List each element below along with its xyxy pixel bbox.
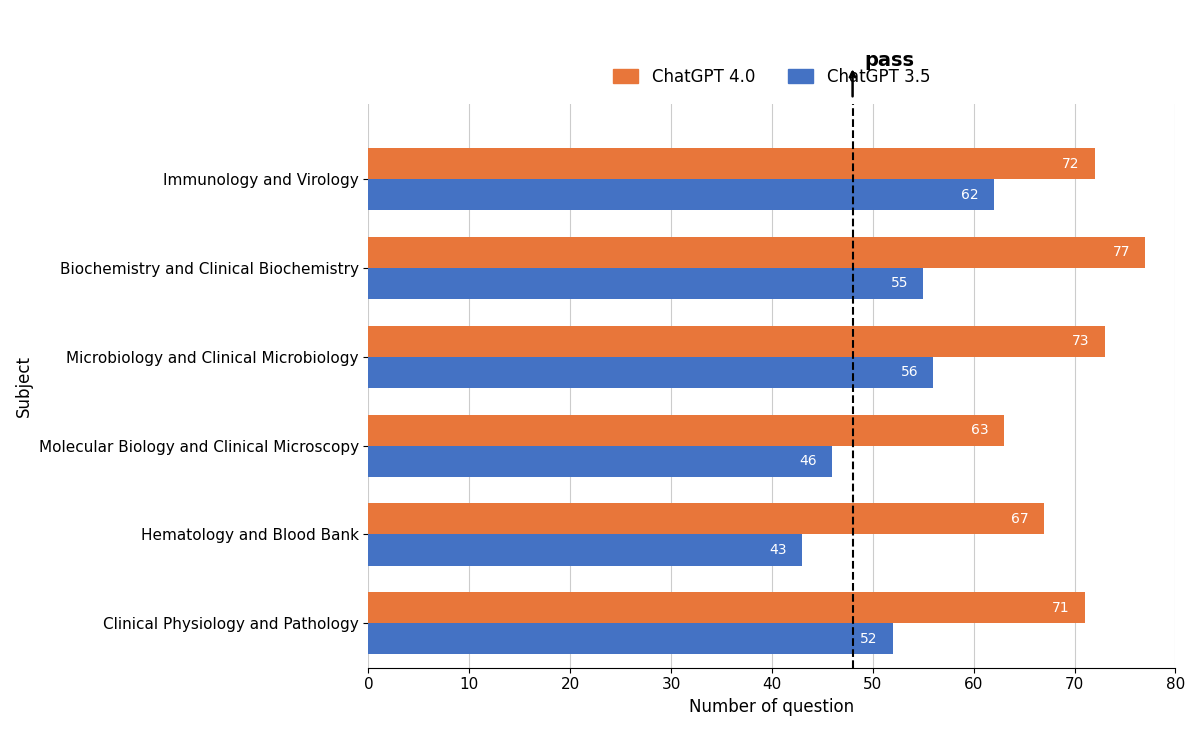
Text: 43: 43 [769,543,787,557]
Y-axis label: Subject: Subject [14,355,32,417]
Bar [368,446,833,477]
Text: pass: pass [865,51,914,70]
Text: 72: 72 [1062,156,1080,170]
Bar [368,179,994,211]
Bar [368,504,1044,534]
Text: 77: 77 [1112,246,1130,260]
Text: 67: 67 [1012,512,1030,526]
Bar [368,357,934,388]
Text: 71: 71 [1052,601,1069,615]
Bar [368,237,1145,268]
Bar [368,326,1105,357]
Text: 56: 56 [900,366,918,379]
Bar [368,592,1085,624]
Bar [368,534,802,566]
Legend: ChatGPT 4.0, ChatGPT 3.5: ChatGPT 4.0, ChatGPT 3.5 [607,61,937,93]
Text: 55: 55 [890,276,908,290]
Text: 46: 46 [799,454,817,468]
Text: 52: 52 [860,632,878,646]
Bar [368,268,923,299]
X-axis label: Number of question: Number of question [689,698,854,716]
Bar [368,624,893,654]
Text: 62: 62 [961,188,979,202]
Text: 73: 73 [1072,334,1090,348]
Bar [368,148,1094,179]
Text: 63: 63 [971,423,989,437]
Bar [368,414,1004,446]
